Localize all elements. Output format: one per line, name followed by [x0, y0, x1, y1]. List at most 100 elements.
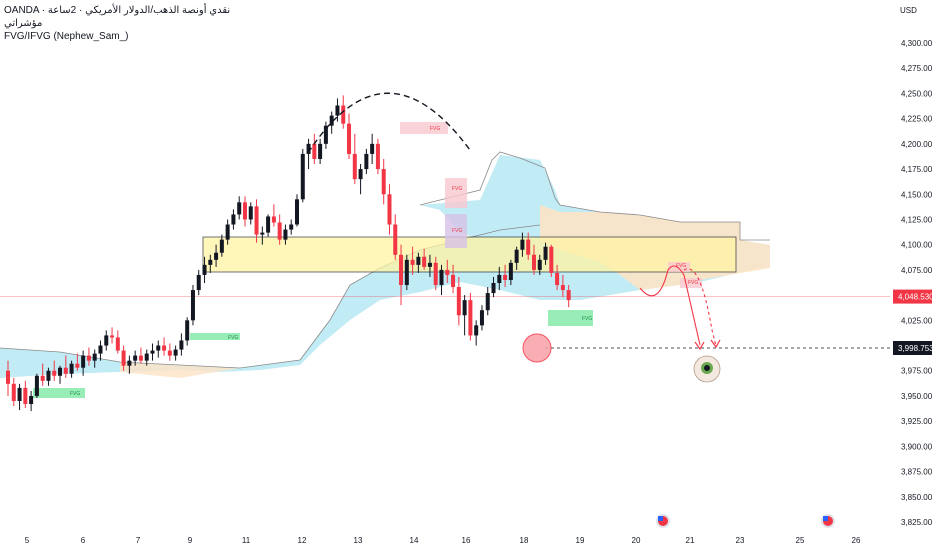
- candle-body: [329, 115, 334, 126]
- candle-body: [462, 300, 467, 316]
- y-tick-label: 3,900.000: [901, 442, 932, 451]
- candle-body: [387, 194, 392, 225]
- candle-body: [358, 169, 363, 180]
- indicator-name[interactable]: FVG/IFVG (Nephew_Sam_): [4, 31, 129, 42]
- candle-body: [341, 105, 346, 124]
- arrow-head-icon: [710, 339, 721, 349]
- candle-body: [520, 239, 525, 250]
- candle-body: [526, 239, 531, 255]
- candle-body: [289, 224, 294, 230]
- y-tick-label: 4,150.000: [901, 190, 932, 199]
- candle-body: [445, 269, 450, 275]
- fvg-label: FVG: [452, 228, 462, 234]
- liquidity-circle: [522, 333, 552, 363]
- candle-body: [323, 125, 328, 144]
- candle-body: [456, 287, 461, 316]
- candle-body: [248, 206, 253, 220]
- candle-body: [306, 143, 311, 154]
- fvg-label: FVG: [582, 316, 592, 322]
- x-tick-label: 25: [796, 536, 805, 545]
- x-tick-label: 20: [632, 536, 641, 545]
- candle-body: [352, 153, 357, 180]
- cloud-span-line: [419, 151, 770, 241]
- candle-body: [225, 224, 230, 240]
- candle-body: [58, 367, 63, 376]
- candle-body: [11, 383, 16, 401]
- fvg-label: FVG: [70, 391, 80, 397]
- x-tick-label: 13: [354, 536, 363, 545]
- chart-legend: OANDA · نقدي أونصة الذهب/الدولار الأمريك…: [4, 4, 230, 43]
- symbol-title[interactable]: OANDA · نقدي أونصة الذهب/الدولار الأمريك…: [4, 5, 231, 16]
- fvg-box: [33, 388, 85, 398]
- candle-body: [219, 239, 224, 253]
- time-axis[interactable]: 5 6 7 9 11 12 13 14 16 18 19 20 21 23 25 26: [25, 514, 861, 545]
- y-tick-label: 3,850.000: [901, 493, 932, 502]
- candle-body: [549, 246, 554, 273]
- fvg-box: [445, 214, 467, 248]
- candle-body: [347, 123, 352, 154]
- candle-body: [167, 350, 172, 356]
- candle-body: [81, 355, 86, 368]
- currency-label[interactable]: USD: [900, 6, 917, 15]
- indicators-label[interactable]: مؤشراتي: [4, 18, 43, 29]
- price-axis[interactable]: 4,300.000 4,275.000 4,250.000 4,225.000 4,20…: [893, 39, 932, 527]
- candle-body: [566, 290, 571, 301]
- candle-body: [266, 216, 271, 233]
- candle-body: [375, 143, 380, 170]
- x-tick-label: 11: [242, 536, 251, 545]
- candle-body: [98, 345, 103, 354]
- candle-body: [237, 202, 242, 215]
- y-tick-label: 4,225.000: [901, 115, 932, 124]
- y-tick-label: 4,275.000: [901, 64, 932, 73]
- candle-body: [46, 370, 51, 381]
- candle-body: [92, 353, 97, 361]
- candle-body: [254, 206, 259, 235]
- y-tick-label: 4,125.000: [901, 215, 932, 224]
- candle-body: [439, 269, 444, 286]
- candle-body: [29, 395, 34, 405]
- current-price-value: 4,048.530: [898, 293, 932, 302]
- candle-body: [104, 335, 109, 346]
- y-tick-label: 4,075.000: [901, 266, 932, 275]
- candle-body: [173, 349, 178, 356]
- candle-body: [127, 360, 132, 366]
- candle-body: [277, 222, 282, 240]
- fvg-label: FVG: [676, 263, 686, 269]
- candle-body: [531, 254, 536, 270]
- supply-zone-rect: [202, 236, 737, 273]
- candle-body: [560, 285, 565, 291]
- fvg-box: [668, 262, 690, 272]
- candle-body: [121, 350, 126, 366]
- x-tick-label: 23: [736, 536, 745, 545]
- fvg-box: [190, 333, 240, 340]
- y-tick-label: 4,025.000: [901, 316, 932, 325]
- candle-body: [364, 153, 369, 170]
- candle-body: [543, 246, 548, 260]
- candle-body: [295, 199, 299, 225]
- candle-body: [503, 274, 508, 280]
- candle-body: [497, 274, 502, 284]
- candle-body: [271, 216, 276, 223]
- candle-body: [242, 202, 247, 220]
- candle-body: [416, 256, 421, 265]
- fvg-label: FVG: [452, 186, 462, 192]
- candle-body: [514, 249, 519, 263]
- candle-body: [370, 143, 375, 154]
- candle-body: [474, 325, 479, 336]
- cloud-area-bearish: [120, 362, 240, 378]
- eye-icon: [704, 365, 710, 371]
- candle-body: [52, 370, 57, 376]
- event-flag-icon: [823, 516, 828, 521]
- x-tick-label: 12: [298, 536, 307, 545]
- rounding-top-arc: [307, 92, 471, 154]
- x-tick-label: 26: [852, 536, 861, 545]
- candle-body: [410, 259, 415, 265]
- candle-body: [34, 375, 39, 396]
- x-tick-label: 9: [188, 536, 193, 545]
- forecast-path-red: [639, 265, 701, 346]
- fvg-label: FVG: [430, 126, 440, 132]
- candle-body: [318, 143, 323, 159]
- y-tick-label: 3,875.000: [901, 468, 932, 477]
- fvg-box: [680, 278, 702, 288]
